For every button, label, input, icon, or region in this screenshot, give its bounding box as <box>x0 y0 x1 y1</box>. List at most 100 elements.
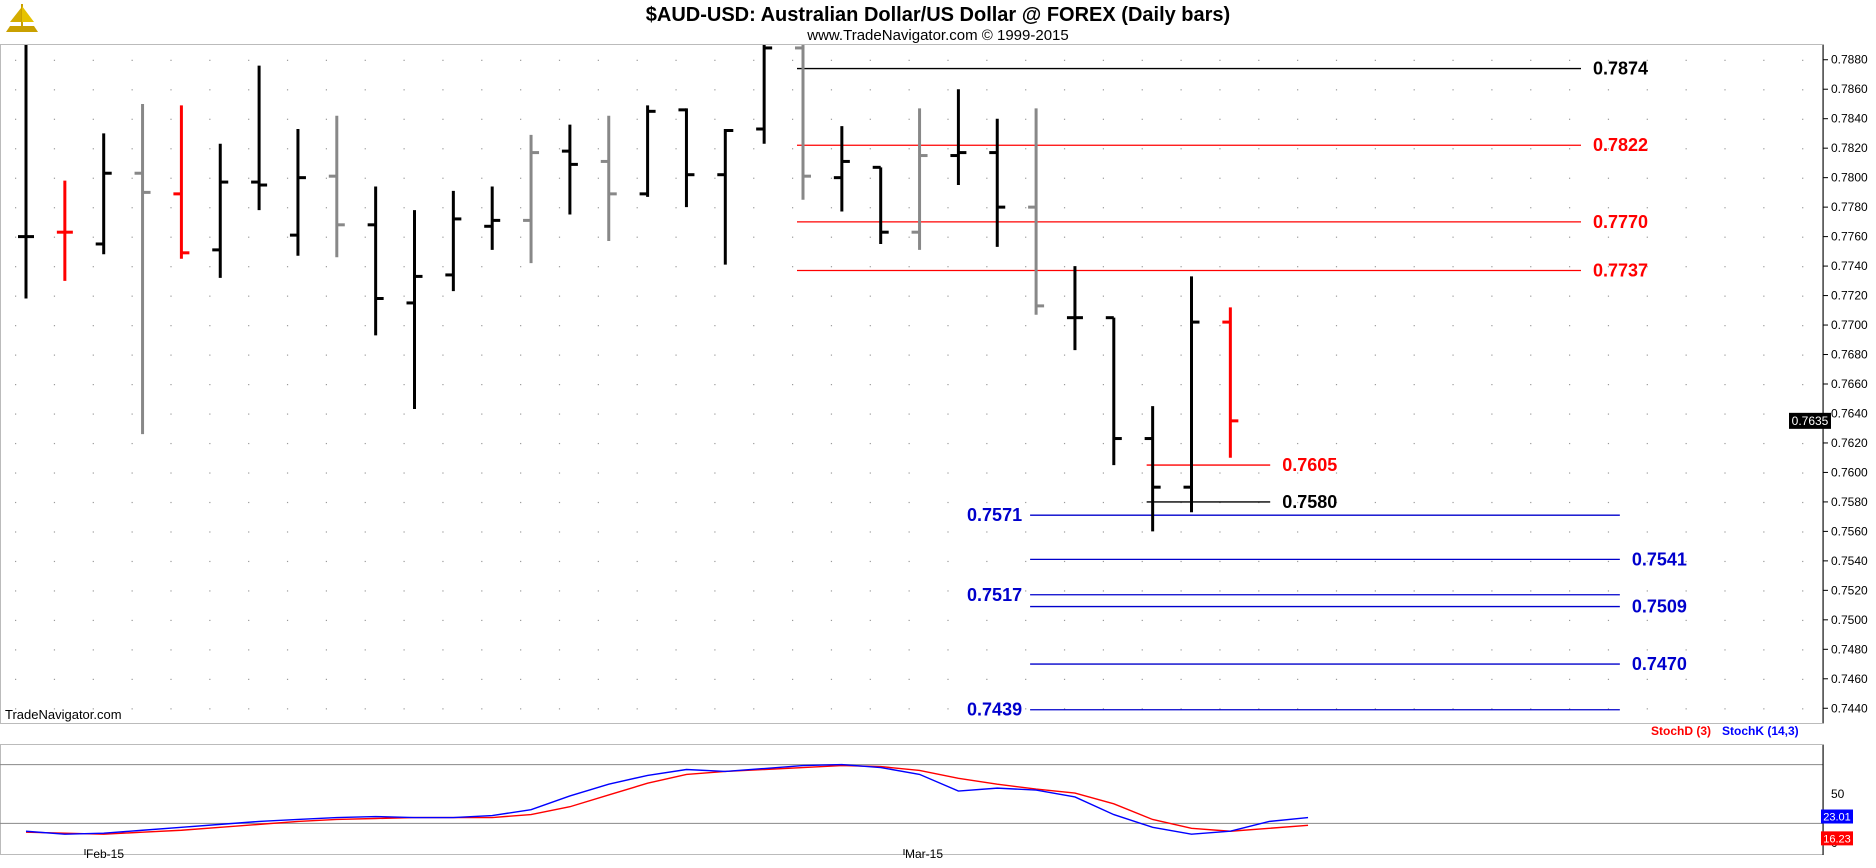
grid-dot <box>1102 531 1104 533</box>
grid-dot <box>1374 413 1376 415</box>
grid-dot <box>1025 325 1027 327</box>
grid-dot <box>1025 472 1027 474</box>
grid-dot <box>1180 236 1182 238</box>
grid-dot <box>1491 442 1493 445</box>
grid-dot <box>1219 442 1221 445</box>
grid-dot <box>1180 531 1182 533</box>
grid-dot <box>442 89 444 91</box>
level-label: 0.7541 <box>1632 549 1687 569</box>
grid-dot <box>830 325 833 327</box>
grid-dot <box>209 501 211 504</box>
grid-dot <box>1063 531 1066 533</box>
grid-dot <box>792 177 794 179</box>
grid-dot <box>1452 649 1454 651</box>
grid-dot <box>403 236 405 238</box>
grid-dot <box>1063 501 1066 504</box>
grid-dot <box>792 148 794 150</box>
y-tick-label: 0.7460 <box>1831 672 1868 686</box>
grid-dot <box>1258 678 1260 680</box>
grid-dot <box>442 148 444 150</box>
grid-dot <box>209 295 211 297</box>
grid-dot <box>1685 678 1687 680</box>
grid-dot <box>558 89 561 91</box>
grid-dot <box>1607 442 1610 445</box>
grid-dot <box>597 148 599 150</box>
grid-dot <box>714 325 716 327</box>
grid-dot <box>1569 177 1571 179</box>
grid-dot <box>1685 295 1687 297</box>
grid-dot <box>1025 649 1027 651</box>
grid-dot <box>286 708 289 710</box>
grid-dot <box>1141 413 1143 415</box>
grid-dot <box>92 531 94 533</box>
grid-dot <box>792 442 794 445</box>
grid-dot <box>908 384 910 386</box>
grid-dot <box>325 118 327 120</box>
grid-dot <box>792 89 794 91</box>
grid-dot <box>1491 89 1493 91</box>
grid-dot <box>1763 472 1765 474</box>
grid-dot <box>442 177 444 179</box>
grid-dot <box>869 501 871 504</box>
indicator-y-tick-label: 50 <box>1831 787 1845 801</box>
grid-dot <box>1025 678 1027 680</box>
grid-dot <box>636 325 638 327</box>
grid-dot <box>1452 118 1454 120</box>
grid-dot <box>1063 354 1066 356</box>
grid-dot <box>170 384 172 386</box>
grid-dot <box>714 118 716 120</box>
grid-dot <box>520 531 522 533</box>
grid-dot <box>481 236 483 238</box>
grid-dot <box>986 708 988 710</box>
grid-dot <box>597 531 599 533</box>
grid-dot <box>908 413 910 415</box>
price-bar <box>872 165 889 244</box>
grid-dot <box>1802 354 1804 356</box>
grid-dot <box>597 354 599 356</box>
grid-dot <box>1763 619 1765 622</box>
grid-dot <box>1219 118 1221 120</box>
grid-dot <box>1219 384 1221 386</box>
grid-dot <box>248 354 250 356</box>
grid-dot <box>558 649 561 651</box>
grid-dot <box>131 472 133 474</box>
price-level: 0.7509 <box>1030 597 1687 617</box>
grid-dot <box>248 560 250 563</box>
grid-dot <box>1685 118 1687 120</box>
grid-dot <box>1607 413 1610 415</box>
grid-dot <box>714 472 716 474</box>
grid-dot <box>1530 118 1532 120</box>
grid-dot <box>986 59 988 61</box>
grid-dot <box>403 708 405 710</box>
grid-dot <box>947 678 949 680</box>
y-tick-label: 0.7800 <box>1831 171 1868 185</box>
grid-dot <box>675 59 677 61</box>
grid-dot <box>403 89 405 91</box>
level-label: 0.7822 <box>1593 135 1648 155</box>
grid-dot <box>1802 384 1804 386</box>
grid-dot <box>1452 531 1454 533</box>
grid-dot <box>248 207 250 209</box>
grid-dot <box>1025 59 1027 61</box>
y-tick-label: 0.7680 <box>1831 348 1868 362</box>
grid-dot <box>1646 89 1648 91</box>
grid-dot <box>1763 413 1765 415</box>
y-tick-label: 0.7820 <box>1831 141 1868 155</box>
grid-dot <box>558 325 561 327</box>
grid-dot <box>597 413 599 415</box>
grid-dot <box>15 531 17 533</box>
grid-dot <box>364 295 366 297</box>
grid-dot <box>636 295 638 297</box>
grid-dot <box>209 472 211 474</box>
grid-dot <box>1335 89 1338 91</box>
grid-dot <box>1646 295 1648 297</box>
grid-dot <box>986 560 988 563</box>
grid-dot <box>1180 177 1182 179</box>
grid-dot <box>248 619 250 622</box>
grid-dot <box>1685 207 1687 209</box>
grid-dot <box>1025 531 1027 533</box>
grid-dot <box>481 413 483 415</box>
grid-dot <box>286 118 289 120</box>
grid-dot <box>830 236 833 238</box>
